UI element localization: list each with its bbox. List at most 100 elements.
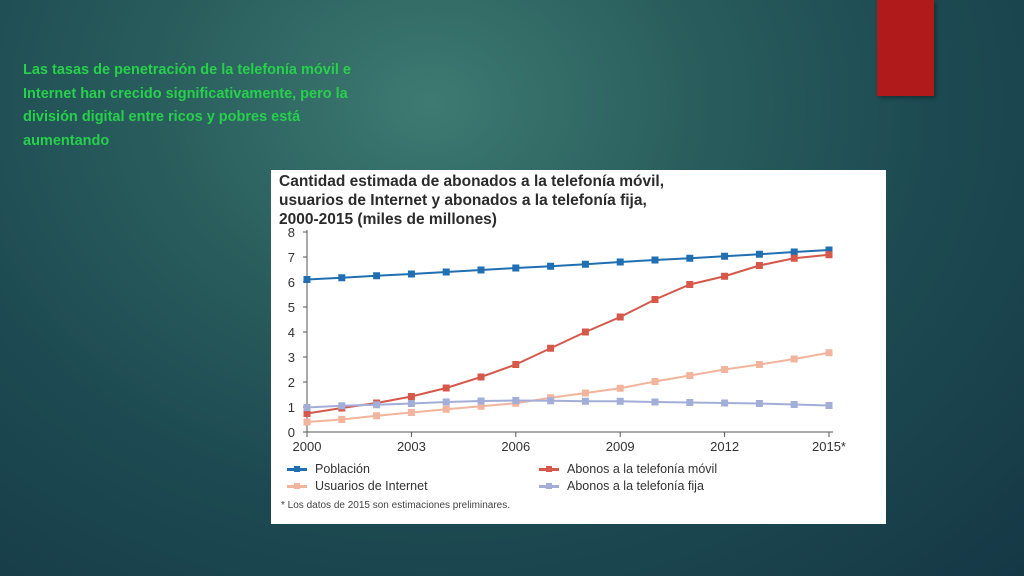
data-point bbox=[338, 402, 346, 410]
y-tick-label: 0 bbox=[288, 425, 295, 440]
data-point bbox=[442, 268, 450, 276]
x-tick-label: 2003 bbox=[397, 439, 426, 454]
data-point bbox=[512, 397, 520, 404]
data-point bbox=[616, 313, 624, 321]
data-point bbox=[825, 251, 833, 259]
legend-item-movil: Abonos a la telefonía móvil bbox=[539, 462, 717, 476]
legend-label: Abonos a la telefonía móvil bbox=[567, 462, 718, 476]
y-tick-label: 2 bbox=[288, 375, 295, 390]
data-point bbox=[616, 384, 624, 392]
data-point bbox=[547, 397, 555, 405]
data-point bbox=[651, 378, 659, 385]
data-point bbox=[755, 262, 763, 269]
chart-panel: Cantidad estimada de abonados a la telef… bbox=[271, 170, 886, 524]
data-point bbox=[581, 328, 589, 336]
data-point bbox=[825, 246, 833, 254]
y-tick-label: 8 bbox=[288, 225, 295, 240]
data-point bbox=[373, 401, 381, 409]
data-point bbox=[407, 393, 415, 400]
legend-item-poblacion: Población bbox=[287, 462, 370, 476]
legend-swatch bbox=[287, 465, 307, 472]
data-point bbox=[686, 254, 694, 262]
data-point bbox=[581, 389, 589, 397]
data-point bbox=[616, 397, 624, 405]
data-point bbox=[651, 296, 659, 303]
data-point bbox=[303, 418, 311, 426]
data-point bbox=[790, 401, 798, 408]
slide-body-text: Las tasas de penetración de la telefonía… bbox=[23, 62, 351, 149]
y-tick-label: 3 bbox=[288, 350, 295, 365]
data-point bbox=[790, 248, 798, 256]
data-point bbox=[721, 366, 729, 373]
y-tick-label: 6 bbox=[288, 275, 295, 290]
legend-swatch bbox=[539, 465, 559, 472]
chart-title-line-1: Cantidad estimada de abonados a la telef… bbox=[279, 173, 665, 190]
data-point bbox=[825, 349, 833, 357]
y-tick-label: 1 bbox=[288, 400, 295, 415]
legend-item-fija: Abonos a la telefonía fija bbox=[539, 479, 704, 493]
data-point bbox=[303, 404, 311, 411]
data-point bbox=[651, 256, 659, 264]
series-line-1 bbox=[306, 253, 830, 415]
y-tick-label: 7 bbox=[288, 250, 295, 265]
y-tick-label: 5 bbox=[288, 300, 295, 315]
data-point bbox=[790, 254, 798, 262]
legend-item-internet: Usuarios de Internet bbox=[287, 479, 428, 493]
data-point bbox=[686, 281, 694, 288]
chart-footnote: * Los datos de 2015 son estimaciones pre… bbox=[281, 500, 511, 511]
x-tick-label: 2015* bbox=[812, 439, 846, 454]
data-point bbox=[825, 402, 833, 409]
data-point bbox=[755, 250, 763, 258]
x-tick-label: 2012 bbox=[710, 439, 739, 454]
data-point bbox=[721, 252, 729, 260]
data-point bbox=[442, 398, 450, 406]
legend-swatch bbox=[539, 482, 559, 489]
data-point bbox=[755, 400, 763, 407]
data-point bbox=[512, 361, 520, 368]
y-tick-label: 4 bbox=[288, 325, 295, 340]
data-point bbox=[721, 399, 729, 407]
data-point bbox=[477, 266, 485, 274]
data-point bbox=[477, 373, 485, 381]
data-point bbox=[755, 361, 763, 368]
chart-title-line-3: 2000-2015 (miles de millones) bbox=[279, 211, 497, 228]
data-point bbox=[407, 409, 415, 416]
data-point bbox=[721, 272, 729, 280]
data-point bbox=[373, 272, 381, 280]
data-point bbox=[547, 344, 555, 352]
chart-title-line-2: usuarios de Internet y abonados a la tel… bbox=[279, 192, 647, 209]
data-point bbox=[373, 412, 381, 420]
data-point bbox=[686, 399, 694, 406]
data-point bbox=[407, 400, 415, 407]
legend-label: Población bbox=[315, 462, 370, 476]
x-tick-label: 2000 bbox=[293, 439, 322, 454]
series-line-0 bbox=[306, 249, 830, 281]
data-point bbox=[338, 416, 346, 423]
accent-bar bbox=[877, 0, 934, 96]
line-chart: 0 1 2 3 4 5 6 7 8 2000 2003 2006 2009 2012 2015* bbox=[288, 225, 846, 454]
x-tick-label: 2006 bbox=[501, 439, 530, 454]
data-point bbox=[303, 276, 311, 283]
series-line-3 bbox=[306, 399, 830, 409]
data-point bbox=[790, 355, 798, 363]
data-point bbox=[581, 397, 589, 405]
data-point bbox=[512, 264, 520, 272]
chart-legend: Población Abonos a la telefonía móvil Us… bbox=[281, 462, 881, 496]
legend-label: Usuarios de Internet bbox=[315, 479, 428, 493]
data-point bbox=[442, 405, 450, 413]
data-point bbox=[686, 372, 694, 379]
x-tick-label: 2009 bbox=[606, 439, 635, 454]
data-point bbox=[651, 398, 659, 406]
chart-title: Cantidad estimada de abonados a la telef… bbox=[279, 172, 879, 229]
legend-label: Abonos a la telefonía fija bbox=[567, 479, 704, 493]
series-line-2 bbox=[306, 351, 830, 423]
data-point bbox=[442, 384, 450, 392]
data-point bbox=[407, 270, 415, 278]
data-point bbox=[477, 397, 485, 405]
data-point bbox=[547, 262, 555, 270]
data-point bbox=[338, 274, 346, 282]
data-point bbox=[477, 402, 485, 410]
legend-swatch bbox=[287, 482, 307, 489]
data-point bbox=[303, 410, 311, 417]
data-point bbox=[581, 260, 589, 268]
